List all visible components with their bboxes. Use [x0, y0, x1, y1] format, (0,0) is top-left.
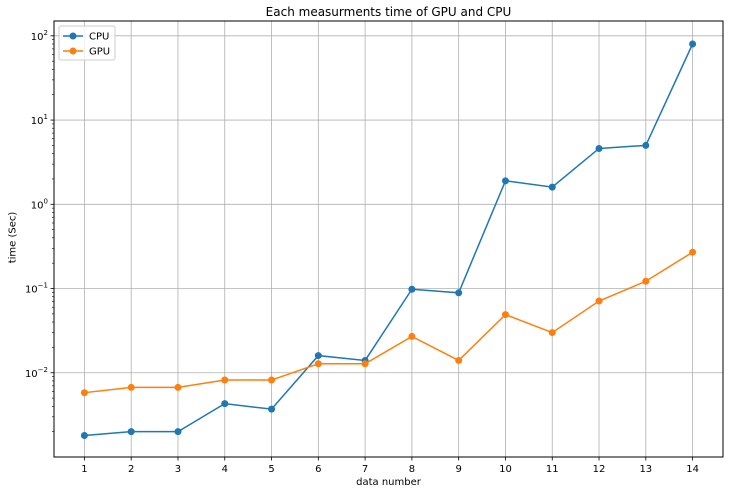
data-point-cpu: [174, 428, 182, 436]
chart-title: Each measurments time of GPU and CPU: [265, 5, 512, 19]
axes-frame: [53, 20, 724, 458]
y-tick-label: 10−1: [25, 282, 48, 296]
data-point-cpu: [127, 428, 135, 436]
data-point-gpu: [268, 376, 276, 384]
data-point-gpu: [689, 248, 697, 256]
legend: CPU GPU: [58, 25, 116, 61]
data-point-gpu: [314, 360, 322, 368]
x-tick-label: 7: [362, 464, 368, 475]
data-point-gpu: [408, 332, 416, 340]
data-point-gpu: [642, 277, 650, 285]
data-point-cpu: [80, 431, 88, 439]
y-axis-label: time (Sec): [7, 211, 19, 264]
data-point-gpu: [455, 356, 463, 364]
data-point-cpu: [314, 352, 322, 360]
y-tick-label: 100: [31, 197, 48, 211]
x-tick-label: 8: [409, 464, 415, 475]
data-point-gpu: [361, 360, 369, 368]
series-line-cpu: [84, 43, 694, 437]
legend-marker-gpu: [69, 47, 77, 55]
data-point-cpu: [268, 405, 276, 413]
x-tick-label: 4: [222, 464, 228, 475]
y-tick-label: 101: [31, 113, 48, 127]
y-tick-label: 102: [31, 29, 48, 43]
x-tick-label: 6: [315, 464, 321, 475]
legend-marker-cpu: [69, 32, 77, 40]
x-tick-label: 2: [128, 464, 134, 475]
x-tick-label: 13: [639, 464, 652, 475]
x-tick-label: 12: [593, 464, 606, 475]
x-axis-label: data number: [356, 477, 421, 488]
data-point-cpu: [501, 177, 509, 185]
series-line-gpu: [84, 251, 693, 394]
x-tick-label: 14: [686, 464, 699, 475]
data-point-gpu: [127, 383, 135, 391]
x-tick-label: 1: [81, 464, 87, 475]
data-point-cpu: [642, 141, 650, 149]
data-point-gpu: [548, 329, 556, 337]
x-tick-label: 11: [546, 464, 559, 475]
data-point-cpu: [689, 40, 697, 48]
data-point-gpu: [80, 389, 88, 397]
data-point-cpu: [455, 289, 463, 297]
data-point-gpu: [174, 383, 182, 391]
data-point-cpu: [221, 400, 229, 408]
data-point-cpu: [408, 285, 416, 293]
data-point-gpu: [501, 311, 509, 319]
data-point-cpu: [595, 144, 603, 152]
data-point-cpu: [548, 183, 556, 191]
x-tick-label: 3: [175, 464, 181, 475]
grid-layer: [54, 21, 723, 457]
x-tick-label: 10: [499, 464, 512, 475]
series-layer: [80, 40, 697, 439]
data-point-gpu: [221, 376, 229, 384]
data-point-gpu: [595, 297, 603, 305]
legend-label-gpu: GPU: [89, 47, 110, 58]
x-tick-label: 5: [268, 464, 274, 475]
x-tick-label: 9: [455, 464, 461, 475]
y-tick-label: 10−2: [25, 366, 48, 380]
legend-label-cpu: CPU: [89, 32, 109, 43]
